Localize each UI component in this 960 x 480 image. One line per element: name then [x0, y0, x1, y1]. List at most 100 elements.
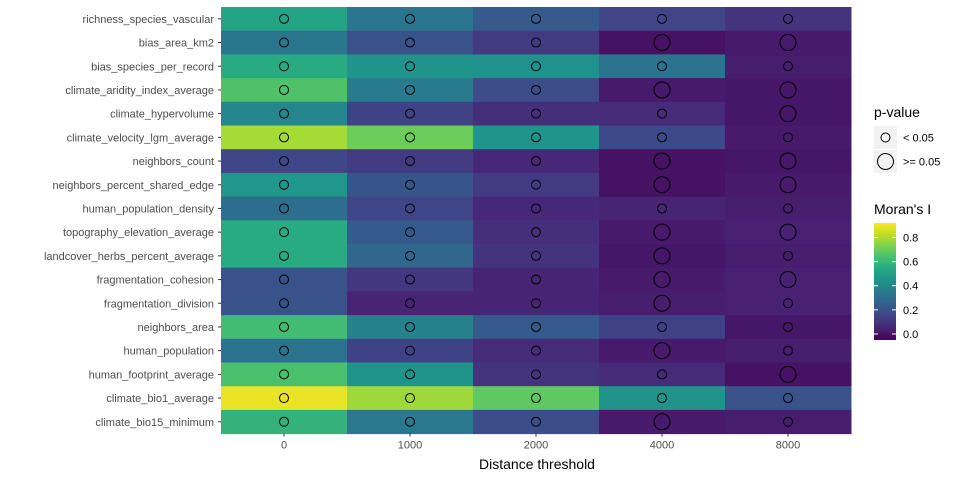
- pvalue-marker: [405, 227, 415, 238]
- heatmap-cell: [221, 267, 348, 292]
- heatmap-cell: [221, 220, 348, 245]
- heatmap-cell: [347, 125, 474, 150]
- pvalue-marker: [657, 369, 667, 380]
- pvalue-marker: [779, 176, 797, 194]
- pvalue-marker: [657, 393, 667, 404]
- heatmap-cell: [221, 386, 348, 411]
- x-axis-labels: 0 1000 2000 4000 8000: [281, 433, 800, 452]
- x-tick-label: 4000: [650, 440, 674, 452]
- colorbar-label: 0.0: [903, 329, 918, 341]
- heatmap-cell: [725, 386, 852, 411]
- pvalue-marker: [783, 13, 793, 24]
- heatmap-cell: [347, 244, 474, 269]
- heatmap-cell: [725, 315, 852, 340]
- heatmap-cell: [221, 125, 348, 150]
- y-tick-label: bias_area_km2: [139, 38, 214, 50]
- pvalue-marker: [783, 61, 793, 72]
- pvalue-marker: [531, 61, 541, 72]
- y-tick-label: bias_species_per_record: [91, 61, 214, 73]
- pvalue-marker: [657, 108, 667, 119]
- pvalue-marker: [405, 37, 415, 48]
- heatmap-cell: [221, 54, 348, 79]
- pvalue-marker: [531, 393, 541, 404]
- x-tick-label: 0: [281, 440, 287, 452]
- heatmap-cell: [473, 125, 600, 150]
- heatmap-cell: [221, 196, 348, 221]
- pvalue-markers: [279, 13, 797, 431]
- pvalue-marker: [657, 203, 667, 214]
- heatmap-cell: [473, 220, 600, 245]
- pvalue-marker: [279, 321, 289, 332]
- heatmap-cell: [725, 7, 852, 32]
- y-axis-labels: richness_species_vascular bias_area_km2bi…: [44, 14, 221, 429]
- pvalue-marker: [405, 369, 415, 380]
- pvalue-marker: [279, 298, 289, 309]
- pvalue-marker: [531, 274, 541, 285]
- pvalue-key-label: >= 0.05: [903, 157, 940, 169]
- heatmap-cell: [725, 291, 852, 316]
- y-tick-label: climate_aridity_index_average: [65, 85, 214, 97]
- pvalue-marker: [783, 203, 793, 214]
- pvalue-marker: [405, 13, 415, 24]
- y-tick-label: fragmentation_division: [104, 298, 214, 310]
- heatmap-cell: [347, 362, 474, 387]
- pvalue-legend: p-value < 0.05 >= 0.05: [874, 104, 940, 173]
- heatmap-cell: [725, 409, 852, 435]
- heatmap-cell: [725, 125, 852, 150]
- pvalue-marker: [783, 416, 793, 427]
- pvalue-marker: [779, 34, 797, 52]
- heatmap-cell: [599, 54, 726, 79]
- heatmap-cell: [347, 409, 474, 435]
- pvalue-marker: [405, 108, 415, 119]
- heatmap-cell: [599, 386, 726, 411]
- pvalue-marker: [653, 152, 671, 170]
- pvalue-marker: [279, 156, 289, 167]
- y-tick-label: climate_velocity_lgm_average: [67, 132, 214, 144]
- y-tick-label: neighbors_area: [138, 322, 215, 334]
- heatmap-cell: [347, 54, 474, 79]
- pvalue-marker: [779, 223, 797, 241]
- pvalue-marker: [279, 179, 289, 190]
- pvalue-marker: [531, 13, 541, 24]
- heatmap-cell: [347, 338, 474, 363]
- heatmap-cell: [473, 78, 600, 103]
- pvalue-marker: [779, 271, 797, 289]
- heatmap-cell: [347, 196, 474, 221]
- heatmap-cell: [221, 409, 348, 435]
- heatmap-cell: [725, 54, 852, 79]
- pvalue-marker: [653, 176, 671, 194]
- heatmap-cell: [473, 409, 600, 435]
- x-tick-label: 2000: [524, 440, 548, 452]
- heatmap-cell: [599, 362, 726, 387]
- pvalue-marker: [653, 247, 671, 265]
- heatmap-cell: [473, 172, 600, 198]
- pvalue-marker: [405, 298, 415, 309]
- pvalue-marker: [405, 61, 415, 72]
- pvalue-marker: [531, 179, 541, 190]
- heatmap-cell: [473, 362, 600, 387]
- pvalue-marker: [405, 179, 415, 190]
- heatmap-cell: [221, 362, 348, 387]
- heatmap-cell: [725, 244, 852, 269]
- pvalue-key-symbol: [880, 132, 891, 143]
- pvalue-marker: [405, 416, 415, 427]
- heatmap-cell: [473, 30, 600, 55]
- heatmap-cell: [347, 315, 474, 340]
- pvalue-marker: [779, 105, 797, 123]
- pvalue-marker: [783, 250, 793, 261]
- y-tick-label: climate_bio15_minimum: [95, 417, 214, 429]
- pvalue-marker: [279, 416, 289, 427]
- pvalue-marker: [779, 365, 797, 383]
- heatmap-cell: [473, 291, 600, 316]
- pvalue-marker: [279, 369, 289, 380]
- pvalue-marker: [279, 393, 289, 404]
- heatmap-cell: [347, 172, 474, 198]
- heatmap-cell: [473, 244, 600, 269]
- y-tick-label: neighbors_percent_shared_edge: [53, 180, 214, 192]
- heatmap-cell: [221, 7, 348, 32]
- pvalue-marker: [405, 274, 415, 285]
- heatmap-cell: [347, 220, 474, 245]
- pvalue-marker: [779, 152, 797, 170]
- pvalue-marker: [653, 81, 671, 99]
- pvalue-marker: [279, 274, 289, 285]
